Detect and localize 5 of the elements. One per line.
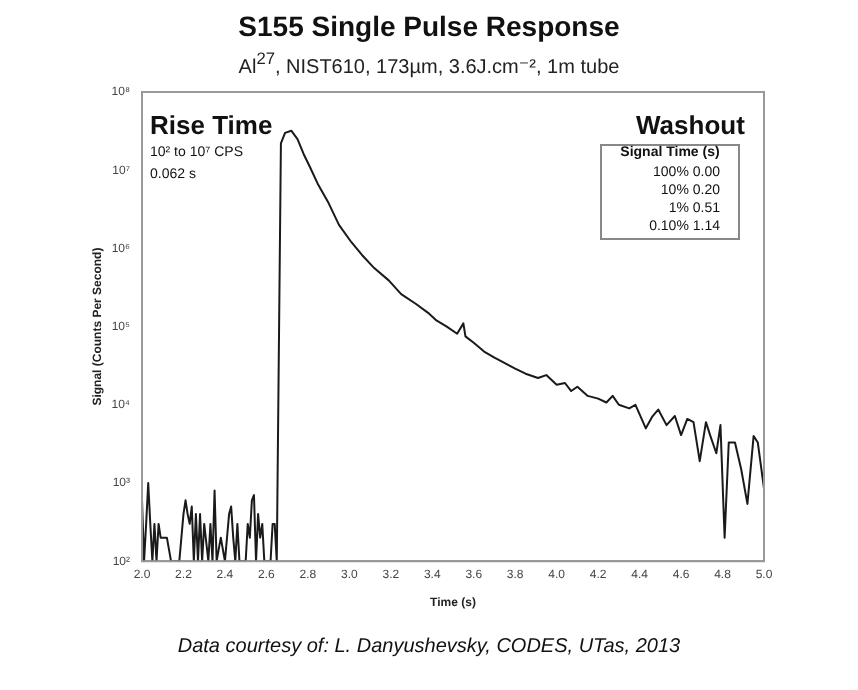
chart-title: S155 Single Pulse Response [236, 10, 622, 42]
text: Data courtesy of: L. Danyushevsky, CODES, UTas, 2013 [175, 636, 683, 658]
annotation: Rise Time [150, 110, 273, 141]
annotation: Washout [636, 110, 745, 141]
chart-subtitle: Al$^{27}$, NIST610, 173µm, 3.6J.cm⁻², 1m tube [236, 48, 622, 79]
